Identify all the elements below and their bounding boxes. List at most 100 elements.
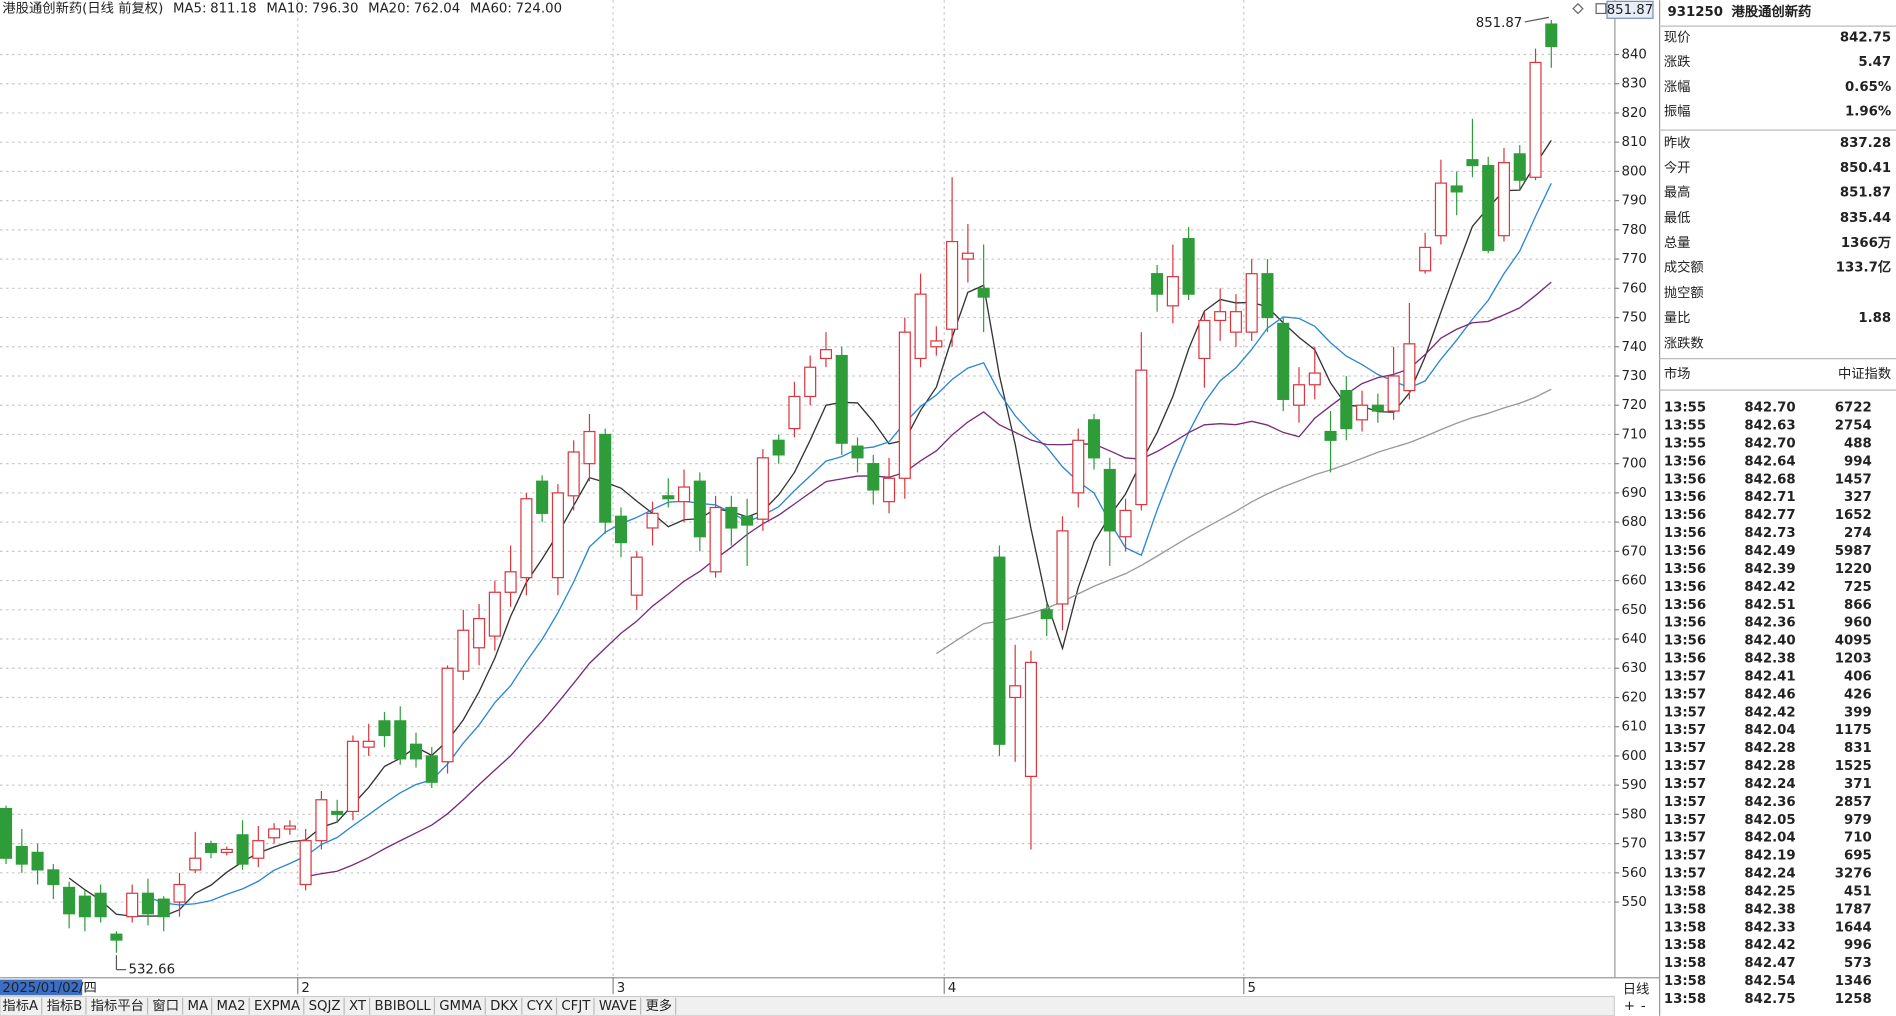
zoom-in[interactable]: + <box>1624 999 1635 1014</box>
trade-time: 13:56 <box>1664 508 1706 523</box>
diamond-icon[interactable] <box>1572 2 1584 15</box>
trade-price: 842.68 <box>1744 472 1795 487</box>
trade-price: 842.38 <box>1744 652 1795 667</box>
candle-body <box>1245 273 1258 333</box>
candle-body <box>47 869 60 886</box>
candle-body <box>835 354 848 444</box>
trade-time: 13:57 <box>1664 669 1706 684</box>
candle-body <box>788 395 801 430</box>
candle-body <box>1308 372 1321 386</box>
y-tick-label: 680 <box>1622 515 1647 530</box>
trade-time: 13:57 <box>1664 813 1706 828</box>
ma-legend-label: MA10: <box>266 2 308 17</box>
trade-price: 842.04 <box>1744 831 1795 846</box>
trade-volume: 488 <box>1844 436 1872 451</box>
trade-time: 13:56 <box>1664 526 1706 541</box>
trade-volume: 725 <box>1844 580 1872 595</box>
trade-time: 13:55 <box>1664 419 1706 434</box>
candle-body <box>299 840 312 886</box>
toolbar-button[interactable]: 窗口 <box>152 997 179 1014</box>
trade-volume: 710 <box>1844 831 1872 846</box>
trade-price: 842.47 <box>1744 956 1795 971</box>
candle-body <box>614 515 628 544</box>
trade-price: 842.28 <box>1744 759 1795 774</box>
trade-price: 842.42 <box>1744 938 1795 953</box>
period-label[interactable]: 日线 <box>1623 981 1650 997</box>
trade-time: 13:56 <box>1664 652 1706 667</box>
candle-body <box>772 439 785 456</box>
trade-price: 842.73 <box>1744 526 1795 541</box>
candle-body <box>551 492 564 579</box>
trade-volume: 831 <box>1844 741 1872 756</box>
toolbar-button[interactable]: 指标A <box>2 998 38 1014</box>
toolbar-button[interactable]: GMMA <box>439 999 481 1014</box>
trade-time: 13:55 <box>1664 436 1706 451</box>
quote-value: 1.96% <box>1845 104 1891 119</box>
window-icon[interactable] <box>1595 3 1607 15</box>
trade-time: 13:58 <box>1664 974 1706 989</box>
candle-body <box>567 451 580 497</box>
y-tick-label: 620 <box>1622 690 1647 705</box>
candle-body <box>110 933 123 941</box>
candle-body <box>204 842 218 853</box>
ma-legend-value: 796.30 <box>312 2 359 17</box>
candle-body <box>1229 311 1242 333</box>
trade-volume: 996 <box>1844 938 1872 953</box>
trade-price: 842.42 <box>1744 580 1795 595</box>
toolbar-button[interactable]: XT <box>349 999 367 1014</box>
candle-body <box>141 892 155 915</box>
toolbar-button[interactable]: CYX <box>527 999 553 1014</box>
candle-body <box>898 331 911 479</box>
candle-body <box>315 799 328 842</box>
candle-body <box>946 240 959 330</box>
trade-time: 13:57 <box>1664 849 1706 864</box>
candle-body <box>1419 246 1432 272</box>
candle-body <box>1151 273 1164 295</box>
toolbar-button[interactable]: MA2 <box>217 999 246 1014</box>
candle-body <box>867 463 880 491</box>
ma-line <box>936 388 1552 655</box>
y-tick-label: 580 <box>1622 807 1647 822</box>
candle-body <box>1340 389 1353 430</box>
candle-body <box>378 720 391 737</box>
ma-line <box>147 183 1552 906</box>
x-tick-label: 2 <box>301 981 309 996</box>
trade-price: 842.75 <box>1744 992 1795 1007</box>
toolbar-button[interactable]: WAVE <box>599 999 637 1014</box>
y-tick-label: 670 <box>1622 544 1647 559</box>
toolbar-button[interactable]: DKX <box>490 999 518 1014</box>
trade-volume: 994 <box>1844 454 1872 469</box>
candle-body <box>283 825 296 830</box>
candle-body <box>457 629 470 672</box>
trade-volume: 573 <box>1844 956 1872 971</box>
toolbar-button[interactable]: MA <box>187 999 208 1014</box>
toolbar-button[interactable]: 更多 <box>645 997 672 1014</box>
candle-body <box>252 840 265 859</box>
trade-volume: 6722 <box>1835 401 1872 416</box>
candle-body <box>346 740 359 813</box>
candle-body <box>1072 439 1085 494</box>
candle-body <box>394 720 407 760</box>
trade-volume: 1175 <box>1835 723 1872 738</box>
trade-price: 842.77 <box>1744 508 1795 523</box>
ma-legend-value: 762.04 <box>414 2 461 17</box>
toolbar-button[interactable]: BBIBOLL <box>374 999 431 1014</box>
toolbar-button[interactable]: 指标B <box>47 998 83 1014</box>
candle-body <box>882 477 896 503</box>
y-tick-label: 570 <box>1622 837 1647 852</box>
candle-body <box>157 898 170 918</box>
candle-body <box>1277 322 1290 400</box>
candle-body <box>1466 159 1479 167</box>
toolbar-button[interactable]: 指标平台 <box>91 998 144 1014</box>
trade-volume: 1220 <box>1835 562 1872 577</box>
trade-time: 13:57 <box>1664 831 1706 846</box>
zoom-out[interactable]: - <box>1641 999 1646 1014</box>
x-tick-label: 4 <box>948 981 956 996</box>
toolbar-button[interactable]: SQJZ <box>309 999 341 1014</box>
candle-body <box>662 495 675 500</box>
toolbar-button[interactable]: CFJT <box>561 999 591 1014</box>
candle-body <box>1482 164 1495 251</box>
toolbar-button[interactable]: EXPMA <box>254 999 300 1014</box>
trade-time: 13:58 <box>1664 992 1706 1007</box>
